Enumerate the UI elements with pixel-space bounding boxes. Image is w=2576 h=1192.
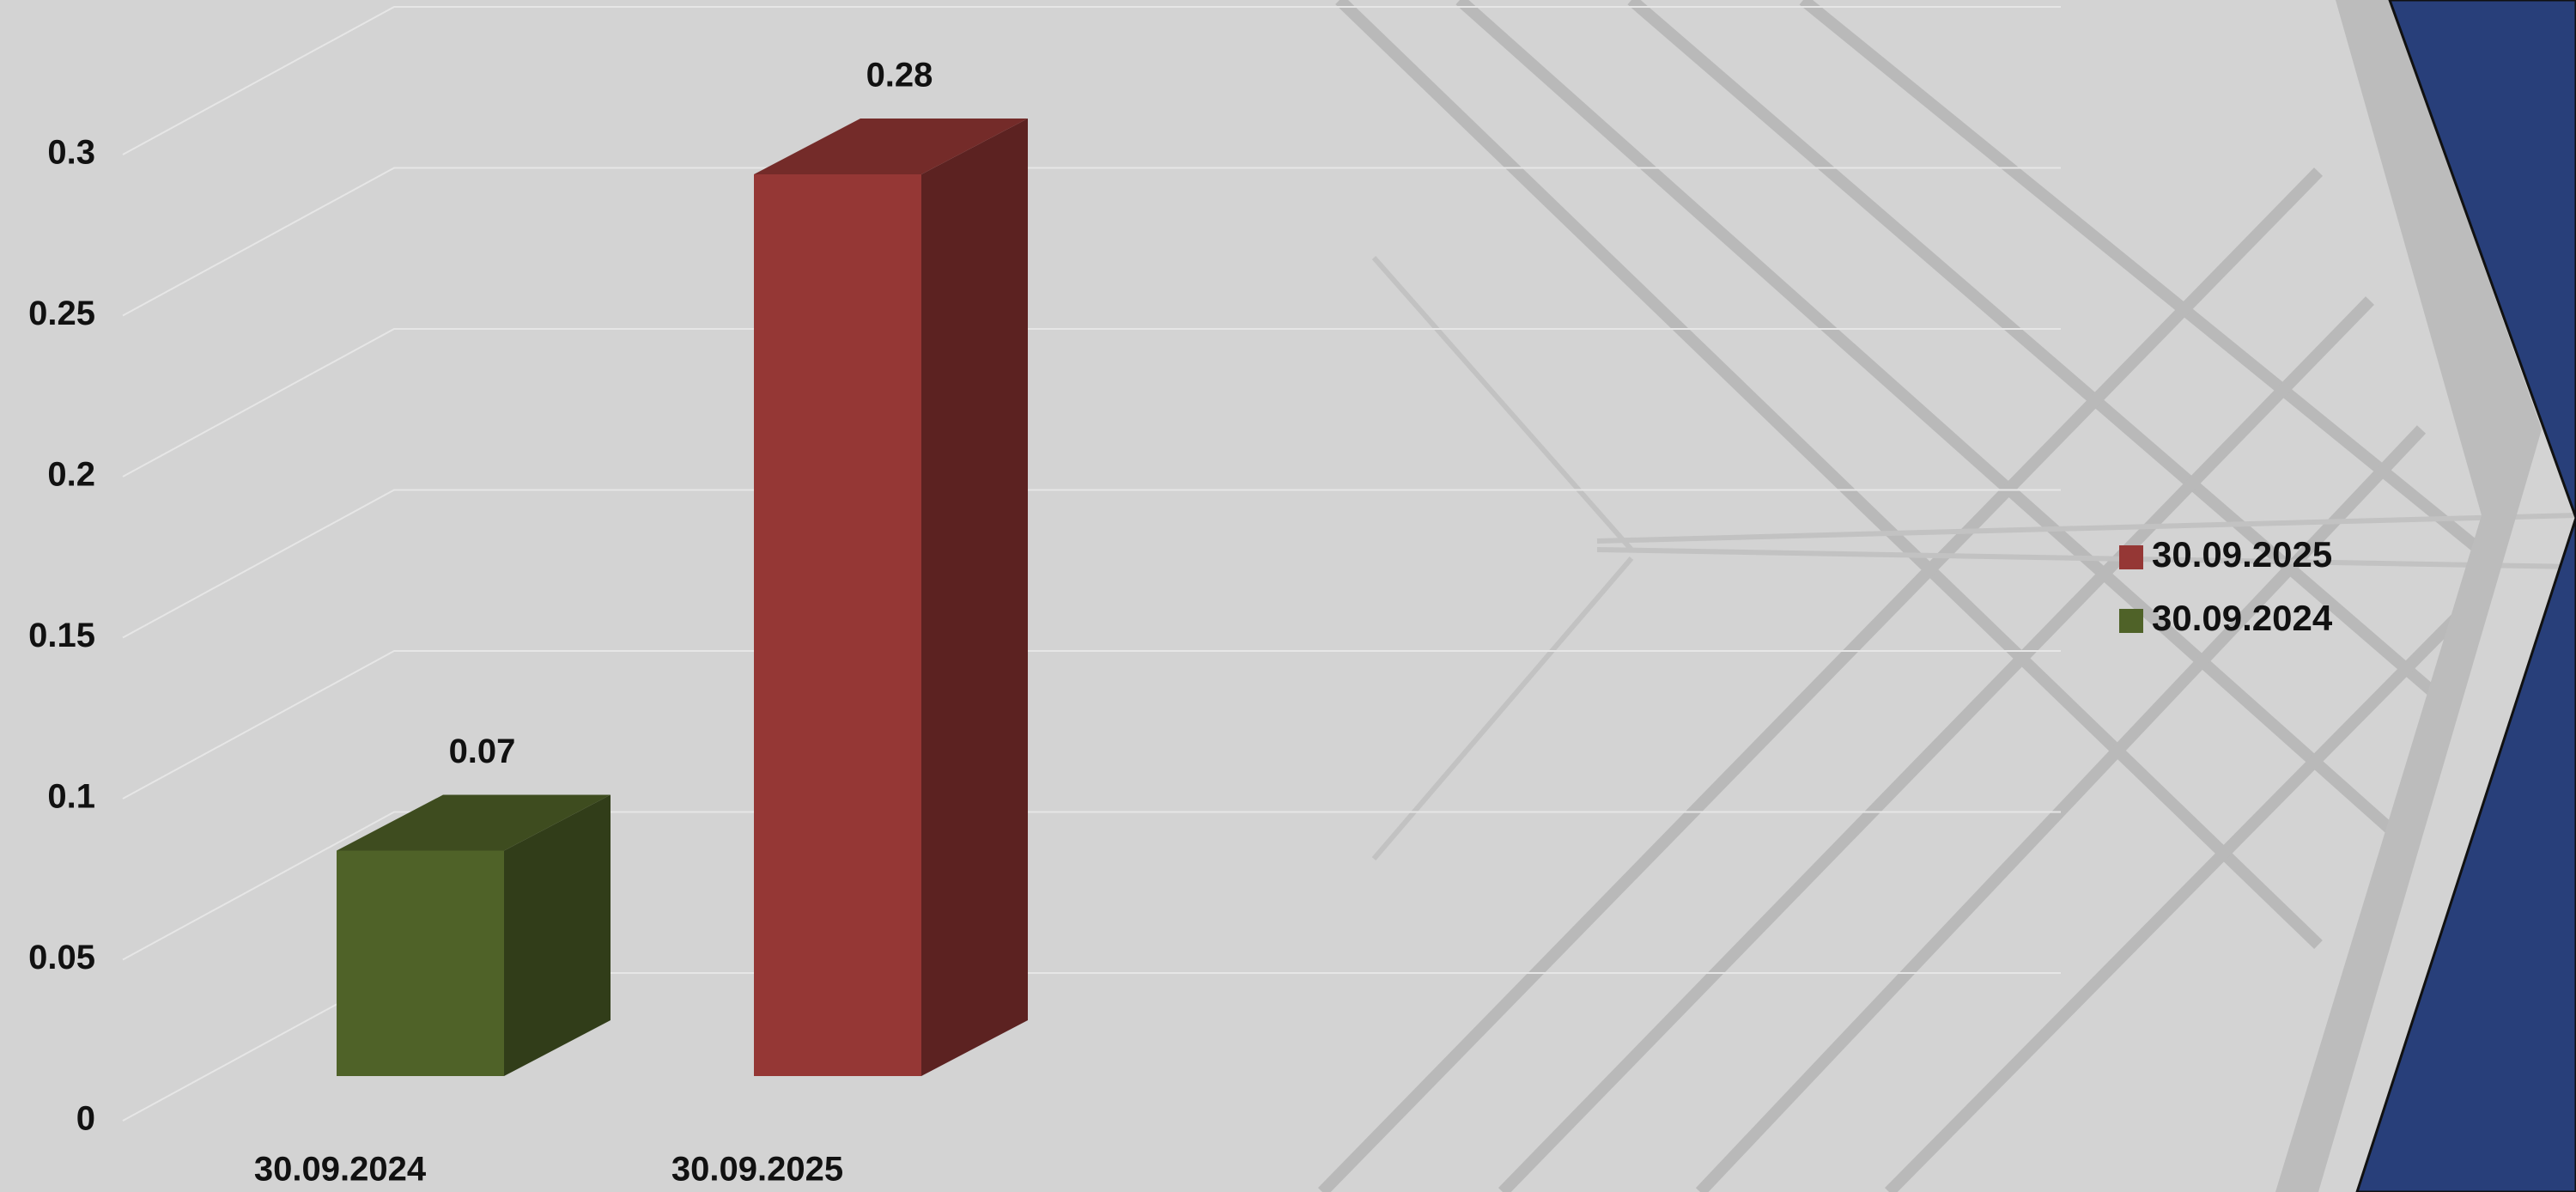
bar-side: [504, 794, 611, 1076]
legend-label: 30.09.2024: [2152, 598, 2333, 638]
bar-side: [921, 119, 1028, 1076]
legend-swatch: [2119, 545, 2143, 569]
legend-label: 30.09.2025: [2152, 534, 2332, 575]
bar: [337, 850, 504, 1076]
plot: 0 0.05 0.1 0.15 0.2 0.25 0.3 30.09.2024 0.07 30.0…: [28, 6, 2333, 1189]
bar-top: [754, 119, 1028, 174]
y-tick-label: 0.2: [47, 456, 95, 494]
grid-line: [122, 328, 2061, 477]
grid-line: [122, 6, 2061, 155]
bar: [754, 174, 921, 1076]
y-tick-label: 0.05: [28, 939, 95, 976]
x-tick-label: 30.09.2025: [671, 1151, 843, 1189]
y-tick-label: 0.15: [28, 617, 95, 654]
y-tick-label: 0: [76, 1100, 95, 1138]
x-tick-label: 30.09.2024: [254, 1151, 427, 1189]
legend-swatch: [2119, 609, 2143, 633]
grid-line: [122, 167, 2061, 317]
data-label: 0.07: [449, 733, 516, 770]
grid-line: [122, 811, 2061, 961]
bar-top: [337, 794, 611, 851]
y-tick-label: 0.3: [47, 134, 95, 172]
data-label: 0.28: [866, 57, 933, 94]
side-chevron: [2355, 0, 2576, 1192]
y-tick-label: 0.1: [47, 778, 95, 816]
grid-line: [122, 489, 2061, 639]
y-tick-label: 0.25: [28, 295, 95, 332]
background-pattern: [1317, 0, 2576, 1192]
grid-line: [122, 650, 2061, 800]
